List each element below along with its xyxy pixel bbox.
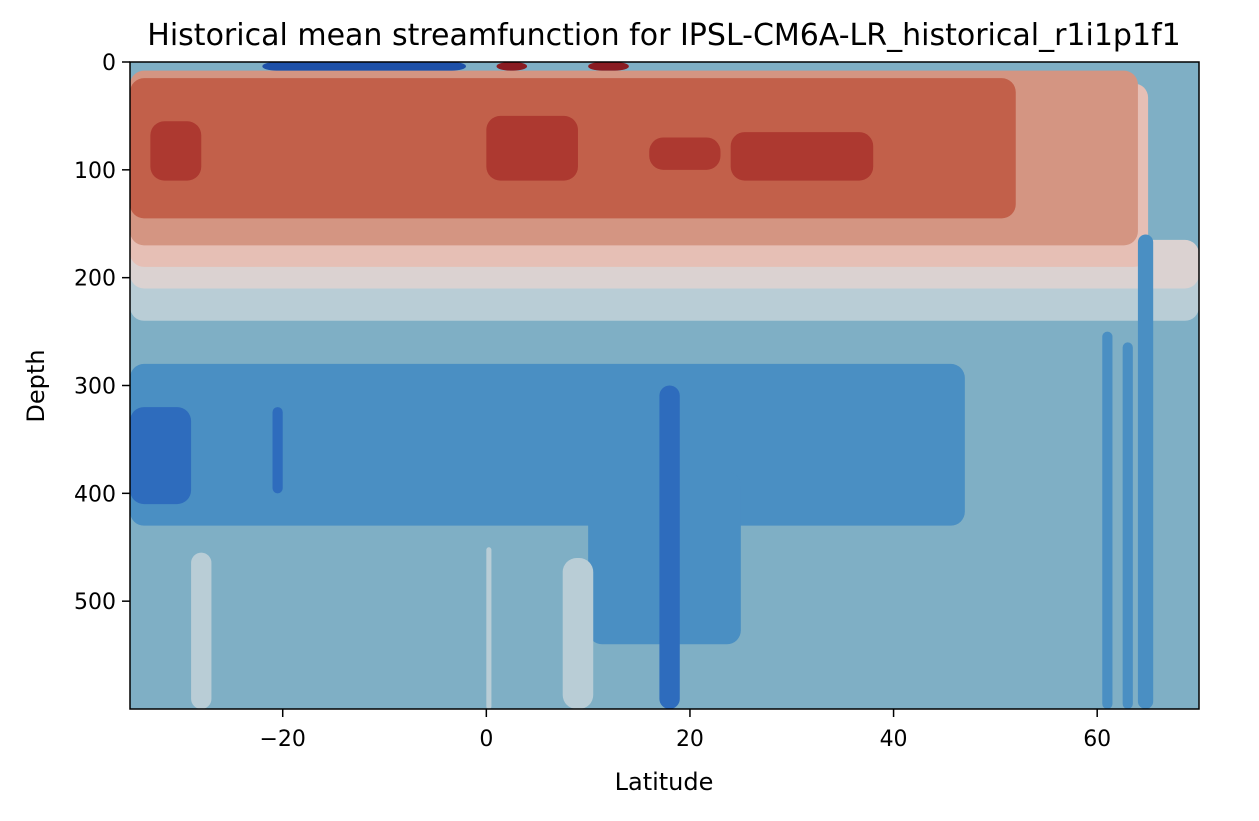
x-tick-label: 60 [1083,727,1111,752]
contour-feature-b1-13 [191,552,212,709]
contour-feature-r5-4 [496,62,528,71]
y-axis-label: Depth [22,349,50,422]
y-tick-label: 400 [74,482,116,507]
x-axis-label: Latitude [615,768,714,796]
x-tick-label: 0 [479,727,493,752]
contour-feature-b1-15 [486,547,492,709]
x-tick-label: 20 [676,727,704,752]
y-tick-label: 300 [74,375,116,400]
y-tick-label: 0 [102,51,116,76]
contour-feature-r4-3 [730,132,874,181]
contour-feature-b3-11 [1122,342,1133,709]
contour-feature-r5-5 [588,62,629,71]
contour-feature-r4-0 [150,121,202,181]
contour-feature-b4-8 [272,407,283,494]
y-tick-label: 500 [74,590,116,615]
contour-feature-b4-9 [659,385,680,709]
contour-feature-b5-6 [262,62,466,71]
contour-feature-b1-14 [562,558,594,709]
contour-feature-b4-7 [130,407,192,505]
contour-features [130,62,1154,709]
chart-title: Historical mean streamfunction for IPSL-… [147,18,1180,53]
contour-feature-r4-1 [486,115,578,181]
x-tick-label: 40 [880,727,908,752]
y-axis: 0 100 200 300 400 500 [74,51,130,615]
contour-band-b3-5 [130,363,965,526]
x-tick-label: −20 [259,727,305,752]
contour-feature-b3-10 [1102,331,1113,709]
y-tick-label: 100 [74,159,116,184]
y-tick-label: 200 [74,267,116,292]
x-axis: −20 0 20 40 60 [259,709,1111,752]
contour-feature-b3-12 [1137,234,1154,709]
contour-feature-r4-2 [649,137,721,170]
plot-area [130,62,1199,709]
